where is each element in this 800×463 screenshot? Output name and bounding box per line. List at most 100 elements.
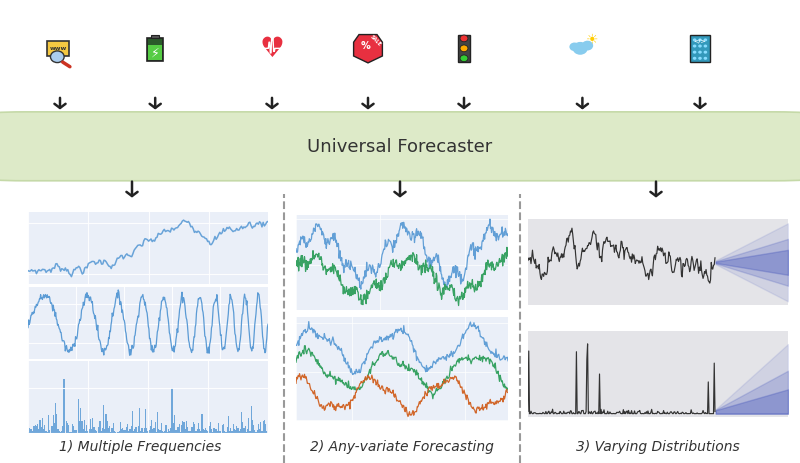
Bar <box>99 420 101 433</box>
Bar <box>121 429 122 433</box>
Text: 2) Any-variate Forecasting: 2) Any-variate Forecasting <box>310 439 494 453</box>
Bar <box>252 420 253 433</box>
Bar <box>206 431 207 433</box>
Text: ♥: ♥ <box>259 35 285 63</box>
Bar <box>238 432 240 433</box>
Bar <box>236 425 238 433</box>
Text: 3) Varying Distributions: 3) Varying Distributions <box>576 439 739 453</box>
Bar <box>228 416 229 433</box>
Bar <box>61 431 62 433</box>
Bar <box>258 424 259 433</box>
Bar <box>243 428 245 433</box>
Bar <box>138 426 139 433</box>
Bar <box>91 429 92 433</box>
Bar <box>58 431 60 433</box>
Bar <box>458 36 470 63</box>
Bar <box>231 431 233 433</box>
Bar <box>130 426 132 433</box>
Bar <box>248 418 250 433</box>
Text: ⚡: ⚡ <box>150 47 159 60</box>
Bar <box>151 420 152 433</box>
Bar <box>48 415 49 433</box>
Circle shape <box>698 45 702 49</box>
Bar <box>31 429 32 433</box>
Bar <box>186 421 187 433</box>
Bar <box>235 430 236 433</box>
Bar <box>82 429 84 433</box>
Bar <box>133 431 134 433</box>
Circle shape <box>704 51 707 55</box>
Bar <box>85 432 86 433</box>
Bar <box>108 428 109 433</box>
Circle shape <box>698 57 702 61</box>
Circle shape <box>693 45 696 49</box>
Bar <box>157 413 158 433</box>
Bar <box>47 42 69 57</box>
Bar <box>36 426 37 433</box>
Bar <box>198 423 199 433</box>
Bar <box>145 409 146 433</box>
Bar <box>211 429 212 433</box>
Bar <box>134 430 135 433</box>
Bar <box>147 432 149 433</box>
Circle shape <box>460 56 468 63</box>
Circle shape <box>460 46 468 53</box>
Bar <box>210 422 211 433</box>
Bar <box>266 432 267 433</box>
Bar <box>219 432 221 433</box>
Bar <box>230 428 231 433</box>
Bar <box>259 429 260 433</box>
Bar <box>170 428 171 433</box>
Bar <box>41 427 42 433</box>
Bar <box>161 423 162 433</box>
Bar <box>187 427 188 433</box>
Bar <box>216 429 217 433</box>
Bar <box>109 426 110 433</box>
Bar <box>80 408 82 433</box>
Bar <box>73 426 74 433</box>
Bar <box>32 432 34 433</box>
Bar <box>38 429 39 433</box>
Bar <box>241 412 242 433</box>
Bar <box>205 428 206 433</box>
Bar <box>262 421 264 433</box>
Bar <box>166 432 168 433</box>
Bar <box>188 432 190 433</box>
Bar <box>214 430 216 433</box>
Bar <box>104 430 106 433</box>
Bar <box>140 431 142 433</box>
Bar <box>212 432 214 433</box>
Bar <box>149 431 150 433</box>
Bar <box>98 427 99 433</box>
Bar <box>222 425 223 433</box>
Bar <box>54 423 55 433</box>
Bar <box>181 425 182 433</box>
Bar <box>142 432 144 433</box>
Circle shape <box>704 39 707 42</box>
Bar <box>63 379 65 433</box>
Bar <box>147 39 163 62</box>
Bar <box>168 429 169 433</box>
Bar <box>171 388 173 433</box>
Bar <box>92 418 94 433</box>
Bar <box>79 421 80 433</box>
Bar <box>233 424 234 433</box>
Bar <box>174 416 175 433</box>
Bar <box>90 419 91 433</box>
Bar <box>126 427 127 433</box>
Bar <box>163 432 164 433</box>
Bar <box>43 429 44 433</box>
Text: </>: </> <box>694 38 706 44</box>
Bar <box>224 431 226 433</box>
Bar <box>148 46 162 61</box>
Bar <box>74 430 75 433</box>
Bar <box>152 429 154 433</box>
Bar <box>257 431 258 433</box>
Bar <box>246 432 247 433</box>
Circle shape <box>582 42 593 51</box>
Bar <box>240 429 241 433</box>
Bar <box>183 422 185 433</box>
Bar <box>144 428 145 433</box>
Bar <box>72 424 73 433</box>
Circle shape <box>704 45 707 49</box>
